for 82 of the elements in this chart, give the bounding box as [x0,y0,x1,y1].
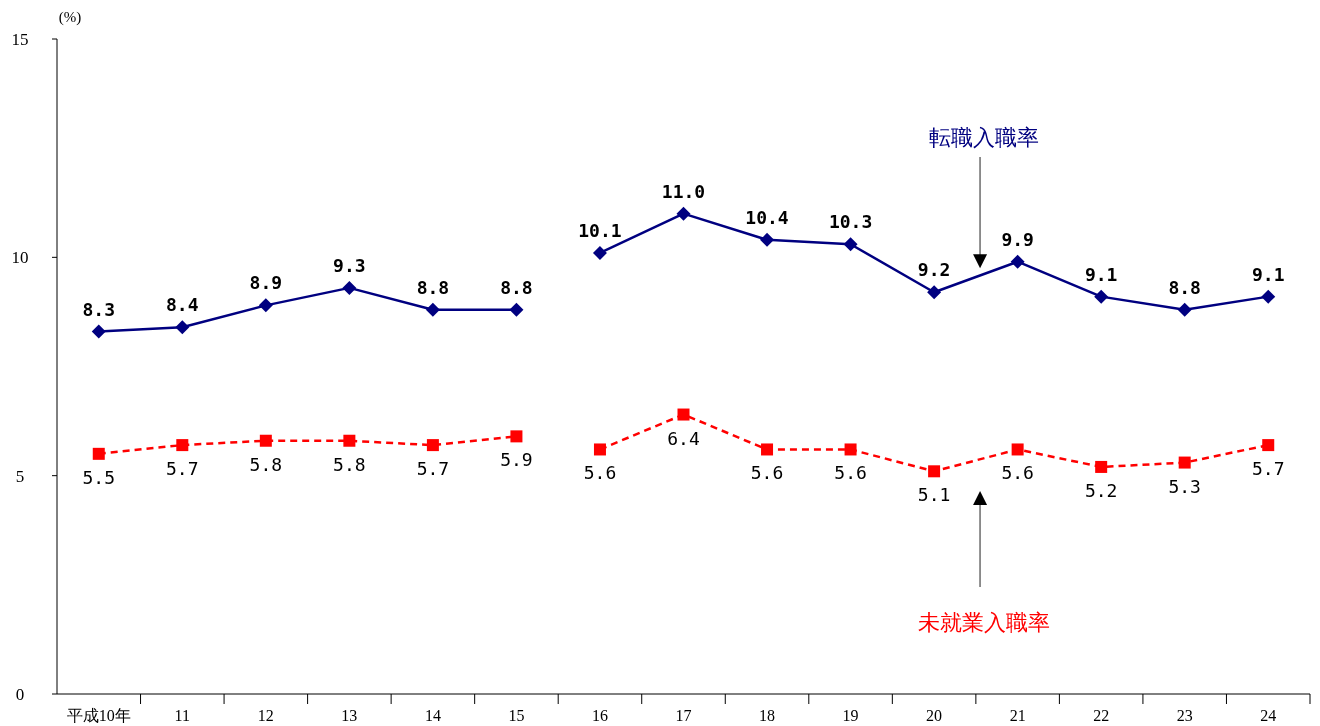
point [425,302,440,317]
data-label: 9.1 [1084,263,1118,285]
x-tick-label: 16 [591,707,608,724]
point [426,439,439,452]
point [1262,439,1275,452]
point [259,434,272,447]
data-label: 5.7 [166,458,199,480]
data-label: 5.6 [1001,462,1034,484]
data-label: 5.1 [917,484,951,506]
x-tick-label: 19 [842,707,859,724]
data-label: 5.6 [834,462,867,484]
data-label: 9.3 [333,254,366,276]
x-tick-label: 14 [424,707,441,724]
y-tick-label: 10 [11,248,29,268]
text: 転職入職率 [929,125,1040,151]
point [593,443,606,456]
point [761,443,774,456]
data-label: 9.2 [917,259,951,281]
x-tick-label: 18 [759,707,776,724]
x-tick-label: 20 [926,707,943,724]
point [927,285,942,300]
data-label: 5.8 [333,453,366,475]
x-tick-label: 13 [341,707,358,724]
y-tick-label: 0 [15,685,25,704]
data-label: 11.0 [661,180,706,202]
data-label: 5.7 [416,458,450,480]
data-label: 10.4 [745,206,789,228]
x-tick-label: 15 [508,707,525,724]
data-label: 8.8 [500,276,533,298]
point [92,447,105,460]
point [1094,289,1109,304]
point [1095,460,1108,473]
point [1261,289,1276,304]
point [1010,254,1025,269]
point [1178,456,1191,469]
point [175,320,190,335]
data-label: 8.8 [416,276,450,298]
data-label: 9.9 [1001,228,1034,250]
data-label: 10.1 [578,219,622,241]
point [1177,302,1192,317]
x-tick-label: 23 [1176,707,1193,724]
point [258,298,273,313]
x-tick-label: 22 [1093,707,1110,724]
y-axis-title: (%) [58,9,82,26]
data-label: 5.5 [82,466,116,488]
data-label: 8.4 [166,294,199,316]
data-label: 5.7 [1251,458,1285,480]
point [928,465,941,478]
x-tick-label: 平成10年 [66,707,131,724]
point [843,237,858,252]
x-tick-label: 11 [174,707,190,724]
data-label: 10.3 [828,211,873,233]
point [510,430,523,443]
data-label: 5.3 [1168,475,1201,497]
data-label: 8.9 [249,272,283,294]
data-label: 5.9 [500,449,533,471]
data-label: 5.2 [1084,479,1118,501]
point [677,408,690,421]
point [592,245,607,260]
x-tick-label: 21 [1009,707,1026,724]
data-label: 5.6 [583,462,617,484]
x-tick-label: 24 [1260,707,1277,724]
data-label: 6.4 [667,427,700,449]
point [844,443,857,456]
data-label: 5.8 [249,453,283,475]
point [342,280,357,295]
data-label: 5.6 [750,462,784,484]
point [760,232,775,247]
x-tick-label: 12 [257,707,274,724]
point [509,302,524,317]
point [343,434,356,447]
data-label: 9.1 [1251,263,1285,285]
point [676,206,691,221]
data-label: 8.8 [1168,276,1201,298]
point [176,439,189,452]
point [91,324,106,339]
data-label: 8.3 [82,298,116,320]
y-tick-label: 5 [15,466,25,486]
text: 未就業入職率 [918,609,1051,635]
y-tick-label: 15 [11,30,29,49]
point [1011,443,1024,456]
x-tick-label: 17 [675,707,692,724]
